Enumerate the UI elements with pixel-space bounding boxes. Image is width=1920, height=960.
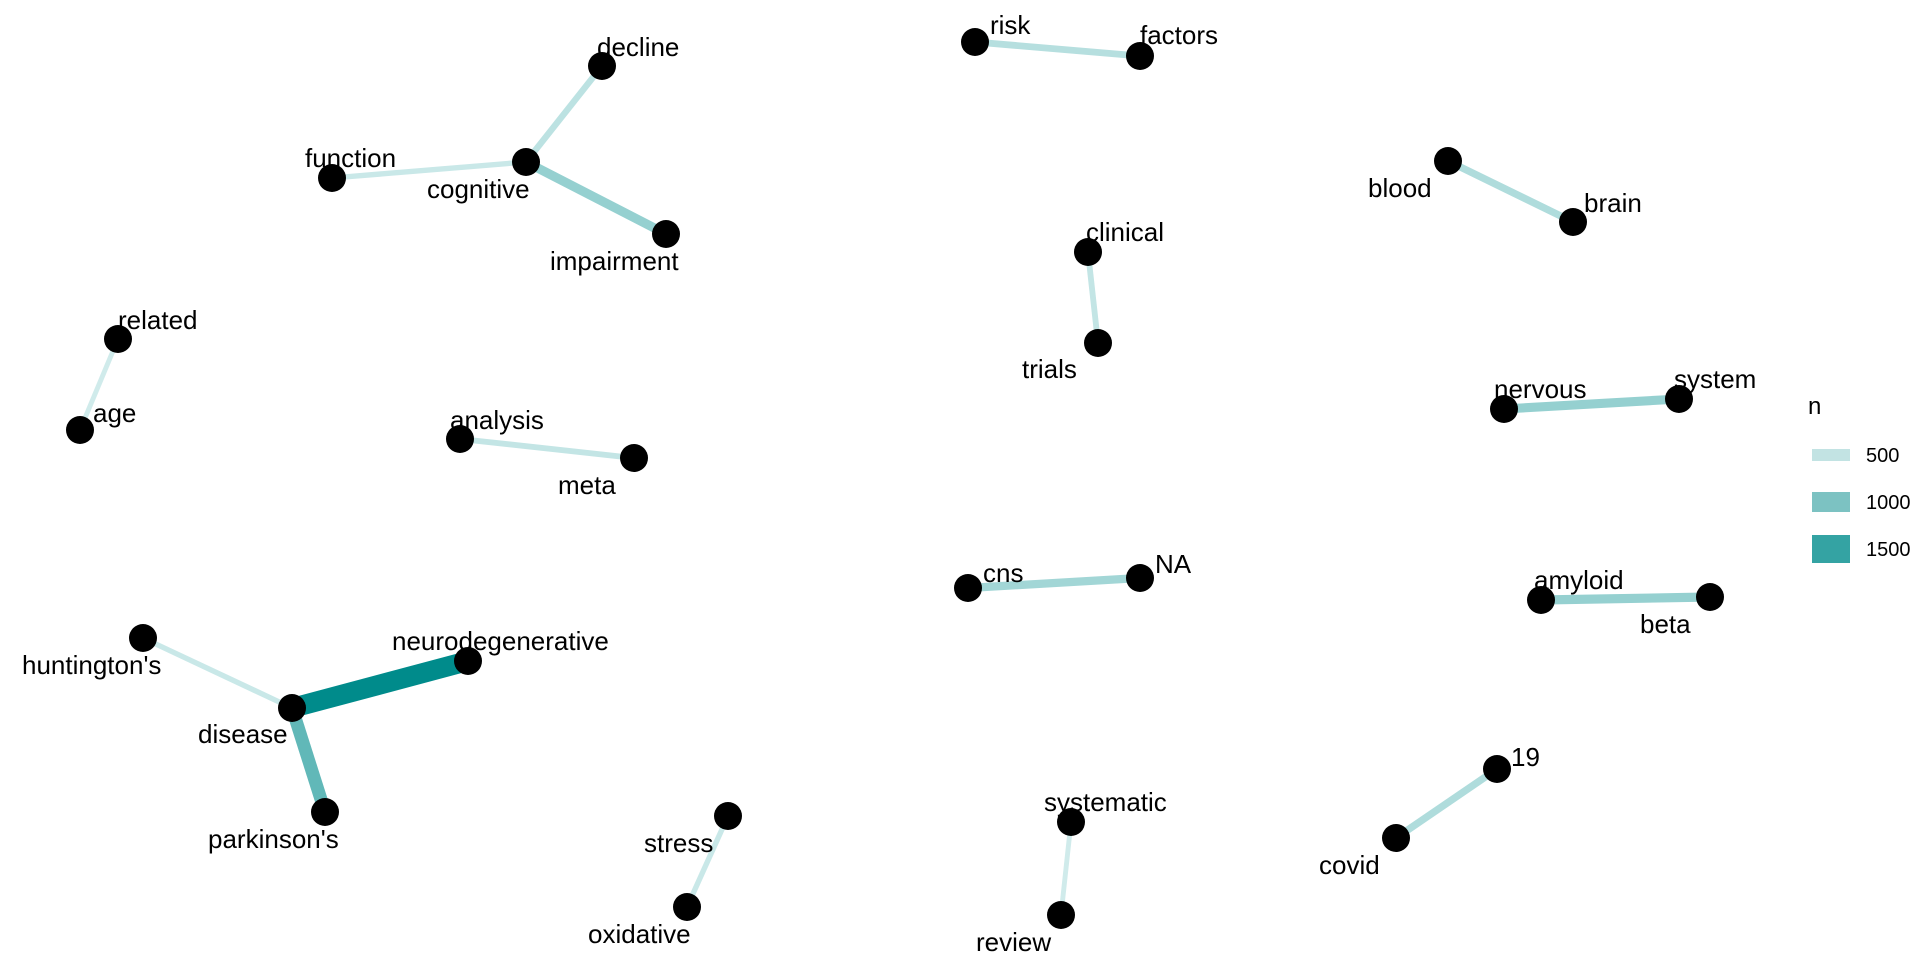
edge-cognitive-function [331,159,527,181]
edge-n19-covid [1393,766,1500,841]
node-factors [1126,42,1154,70]
legend-label-500: 500 [1866,445,1899,467]
node-related [104,325,132,353]
legend: n 500 1000 1500 [1808,393,1911,563]
node-label-blood: blood [1368,173,1432,203]
node-label-brain: brain [1584,188,1642,218]
edge-nervous-system [1503,394,1680,414]
legend-label-1000: 1000 [1866,492,1911,514]
node-systematic [1057,808,1085,836]
node-label-nervous: nervous [1494,374,1587,404]
node-amyloid [1527,586,1555,614]
edge-cns-NA [967,573,1141,593]
node-label-huntingtons: huntington's [22,650,161,680]
node-label-cns: cns [983,558,1023,588]
legend-label-1500: 1500 [1866,539,1911,561]
node-label-systematic: systematic [1044,787,1167,817]
node-NA [1126,564,1154,592]
node-function [318,164,346,192]
node-label-clinical: clinical [1086,217,1164,247]
node-label-parkinsons: parkinson's [208,824,339,854]
edge-clinical-trials [1085,251,1101,344]
node-neurodegenerative [454,647,482,675]
legend-title: n [1808,393,1821,420]
edge-related-age [77,338,121,431]
node-label-risk: risk [990,10,1031,40]
node-label-analysis: analysis [450,405,544,435]
node-oxidative [673,893,701,921]
node-decline [588,52,616,80]
edges-layer [77,38,1711,916]
node-trials [1084,329,1112,357]
node-clinical [1074,238,1102,266]
node-impairment [652,220,680,248]
node-risk [961,28,989,56]
edge-cognitive-decline [523,64,605,164]
node-disease [278,694,306,722]
edge-stress-oxidative [684,814,731,909]
node-label-stress: stress [644,828,713,858]
node-label-review: review [976,927,1051,957]
node-label-NA: NA [1155,549,1192,579]
node-review [1047,901,1075,929]
legend-key-1000 [1812,492,1850,512]
nodes-layer [66,28,1724,929]
node-brain [1559,208,1587,236]
node-label-factors: factors [1140,20,1218,50]
edge-risk-factors [974,38,1141,60]
node-label-trials: trials [1022,354,1077,384]
legend-key-1500 [1812,535,1850,563]
labels-layer: cognitive decline function impairment risk fa… [22,10,1756,957]
node-cns [954,574,982,602]
node-label-meta: meta [558,470,616,500]
node-label-covid: covid [1319,850,1380,880]
node-meta [620,444,648,472]
legend-key-500 [1812,449,1850,461]
node-label-disease: disease [198,719,288,749]
node-covid [1382,824,1410,852]
node-n19 [1483,755,1511,783]
node-cognitive [512,148,540,176]
edge-analysis-meta [459,436,635,461]
node-label-beta: beta [1640,609,1691,639]
node-label-decline: decline [597,32,679,62]
node-label-system: system [1674,364,1756,394]
node-label-age: age [93,398,136,428]
node-label-oxidative: oxidative [588,919,691,949]
node-parkinsons [311,798,339,826]
node-label-neurodegenerative: neurodegenerative [392,626,609,656]
node-beta [1696,583,1724,611]
edge-disease-parkinsons [285,706,332,814]
node-label-amyloid: amyloid [1534,565,1624,595]
node-label-impairment: impairment [550,246,679,276]
node-stress [714,802,742,830]
node-label-n19: 19 [1511,742,1540,772]
edge-systematic-review [1058,821,1074,916]
node-system [1665,385,1693,413]
edge-disease-neurodegenerative [289,651,471,718]
node-huntingtons [129,624,157,652]
node-blood [1434,147,1462,175]
edge-cognitive-impairment [523,157,669,239]
node-label-function: function [305,143,396,173]
legend-items: 500 1000 1500 [1812,445,1911,563]
edge-amyloid-beta [1540,592,1711,605]
node-label-cognitive: cognitive [427,174,530,204]
edge-blood-brain [1446,157,1575,226]
node-nervous [1490,395,1518,423]
node-label-related: related [118,305,198,335]
node-analysis [446,425,474,453]
edge-huntingtons-disease [141,635,294,711]
node-age [66,416,94,444]
